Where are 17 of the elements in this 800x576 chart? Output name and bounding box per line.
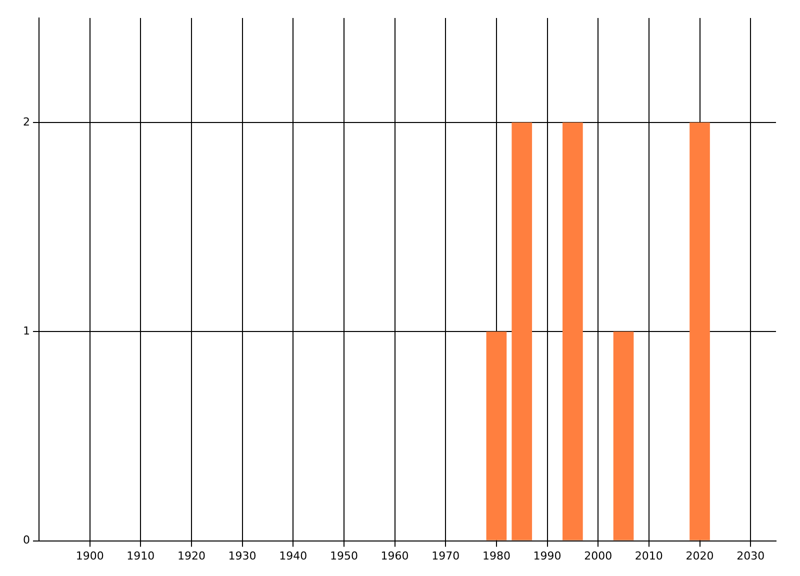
y-tick-label: 1 — [23, 324, 30, 338]
x-tick-label: 2020 — [686, 549, 714, 562]
x-tick-label: 1940 — [279, 549, 308, 562]
x-tick-label: 1980 — [482, 549, 510, 562]
x-tick-label: 1920 — [177, 549, 206, 562]
x-tick-label: 1950 — [330, 549, 358, 562]
x-tick-label: 2010 — [634, 549, 663, 562]
x-tick-label: 1910 — [126, 549, 155, 562]
y-tick-label: 0 — [23, 534, 30, 547]
x-tick-label: 1990 — [533, 549, 562, 562]
x-tick-label: 1900 — [76, 549, 104, 562]
x-tick-label: 1960 — [380, 549, 409, 562]
y-tick-label: 2 — [23, 115, 30, 128]
x-tick-label: 1930 — [228, 549, 256, 562]
x-tick-label: 2030 — [736, 549, 765, 562]
x-tick-label: 2000 — [584, 549, 612, 562]
x-tick-label: 1970 — [432, 549, 460, 562]
